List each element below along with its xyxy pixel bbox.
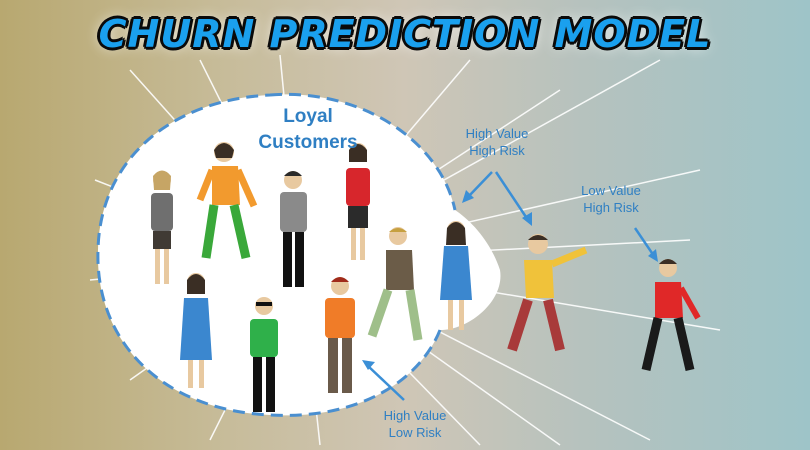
person-blue-dress-left <box>180 273 212 388</box>
arrows <box>367 171 656 401</box>
arrow-high-value-high-risk-right <box>494 171 530 221</box>
person-orange-vest <box>325 277 355 393</box>
high-value-high-risk-label: High Value High Risk <box>452 126 542 160</box>
arrow-high-value-low-risk <box>367 365 405 401</box>
hvhr-line-1: High Value <box>465 126 529 141</box>
page-title: CHURN PREDICTION MODEL <box>98 12 712 56</box>
hvhr-line-2: High Risk <box>469 142 525 158</box>
person-yellow-pointing <box>507 234 588 352</box>
loyal-circle <box>96 92 457 417</box>
person-green-vest <box>250 297 278 412</box>
arrow-low-value-high-risk <box>633 227 656 257</box>
person-orange-shirt <box>196 142 258 259</box>
high-value-low-risk-label: High Value Low Risk <box>370 408 460 442</box>
person-grey-woman <box>151 170 173 284</box>
loyal-customers-label: Loyal Customers <box>238 104 378 155</box>
arrowheads <box>362 190 658 370</box>
hvlr-line-1: High Value <box>383 408 447 423</box>
person-red-woman <box>346 143 370 260</box>
person-grey-vest <box>280 171 307 287</box>
person-blue-dress-right <box>440 221 472 330</box>
lvhr-line-2: High Risk <box>583 199 639 215</box>
person-red-walking <box>641 259 701 372</box>
lvhr-line-1: Low Value <box>581 183 641 198</box>
arrow-high-value-high-risk-left <box>467 171 493 198</box>
hvlr-line-2: Low Risk <box>388 424 442 440</box>
person-phone-walking <box>367 227 423 341</box>
low-value-high-risk-label: Low Value High Risk <box>566 183 656 217</box>
loyal-customers-line-2: Customers <box>258 131 358 153</box>
loyal-customers-line-1: Loyal <box>283 106 333 127</box>
